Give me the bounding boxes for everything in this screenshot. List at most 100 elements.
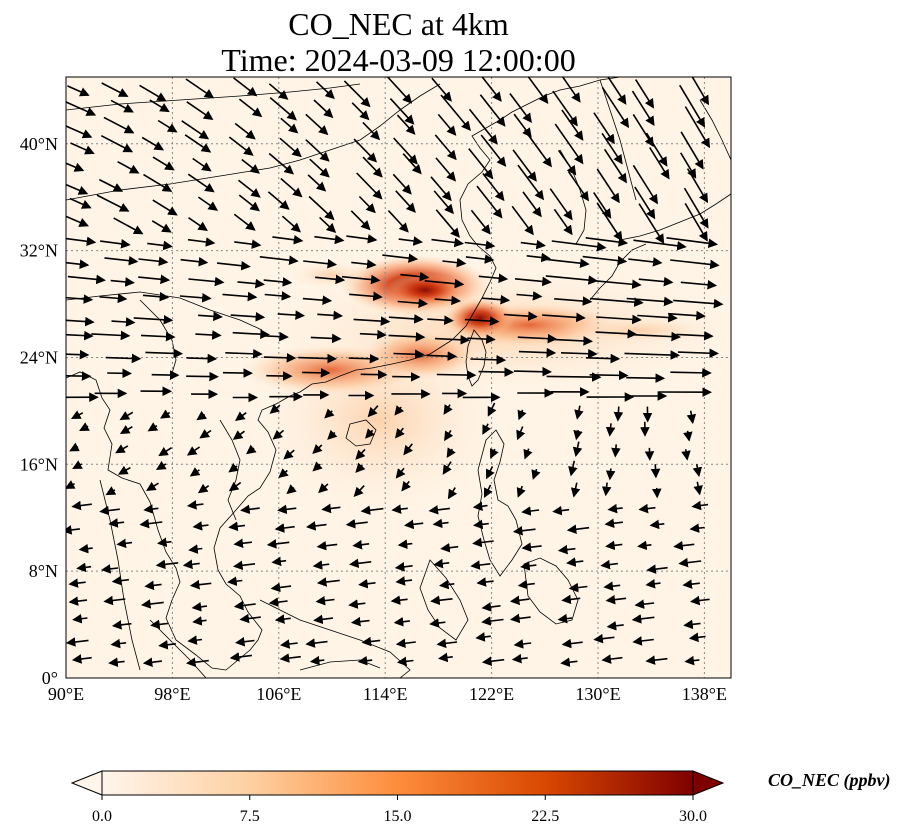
wind-arrow (319, 216, 337, 233)
wind-arrow (321, 503, 341, 514)
wind-arrow (280, 117, 299, 134)
wind-arrow (349, 558, 372, 569)
wind-arrow (668, 310, 706, 321)
wind-arrow (187, 173, 215, 193)
wind-arrow (110, 638, 127, 649)
wind-arrow (283, 449, 295, 460)
wind-arrow (487, 402, 497, 417)
wind-arrow (439, 579, 455, 590)
wind-arrow (601, 132, 623, 165)
wind-arrow (111, 575, 129, 586)
wind-arrow (517, 409, 527, 421)
wind-arrow (155, 460, 167, 471)
wind-arrow (199, 429, 212, 439)
wind-arrow (119, 425, 133, 435)
wind-arrow (517, 164, 545, 201)
wind-arrow (429, 618, 446, 628)
wind-arrow (355, 462, 366, 473)
wind-arrow (589, 370, 629, 381)
wind-arrow (605, 468, 616, 481)
wind-arrow (566, 524, 590, 535)
wind-arrow (152, 156, 175, 171)
wind-arrow (312, 443, 323, 454)
wind-arrow (553, 208, 573, 236)
wind-arrow (447, 487, 458, 500)
wind-arrow (277, 310, 305, 320)
wind-arrow (270, 582, 292, 593)
wind-arrow (227, 576, 243, 586)
wind-arrow (391, 504, 408, 514)
wind-arrow (402, 153, 422, 175)
wind-arrow (590, 279, 642, 290)
wind-arrow (601, 482, 612, 497)
wind-arrow (286, 484, 297, 495)
wind-arrow (111, 317, 136, 327)
wind-arrow (683, 430, 693, 442)
colorbar-label: CO_NEC (ppbv) (768, 770, 891, 790)
wind-arrow (241, 158, 260, 174)
wind-arrow (388, 314, 424, 324)
wind-arrow (522, 191, 542, 218)
wind-arrow (186, 657, 209, 667)
latitude-ticks: 0° 8°N 16°N 24°N 32°N 40°N (20, 134, 58, 688)
map-time-subtitle: Time: 2024-03-09 12:00:00 (221, 42, 576, 78)
wind-arrow (691, 500, 709, 511)
wind-arrow (434, 134, 457, 161)
wind-arrow (509, 595, 530, 606)
wind-arrow (645, 579, 661, 589)
wind-arrow (650, 464, 661, 479)
wind-arrow (596, 202, 623, 242)
wind-arrow (66, 316, 95, 327)
wind-arrow (526, 252, 551, 263)
wind-arrow (603, 581, 621, 591)
wind-arrow (66, 101, 97, 116)
wind-arrow (684, 202, 708, 242)
wind-arrow (71, 500, 92, 511)
wind-arrow (69, 442, 80, 452)
lon-tick-label: 114°E (363, 684, 408, 704)
wind-arrow (635, 79, 655, 109)
wind-arrow (108, 657, 125, 667)
wind-arrow (67, 274, 106, 285)
wind-arrow (110, 99, 134, 113)
wind-arrow (397, 539, 413, 549)
wind-arrow (186, 446, 201, 456)
wind-arrow (593, 633, 615, 644)
wind-arrow (561, 638, 583, 649)
wind-arrow (561, 109, 584, 141)
wind-arrow (512, 525, 536, 536)
wind-arrow (158, 446, 173, 457)
wind-arrow (150, 619, 168, 630)
wind-arrow (346, 234, 378, 244)
wind-arrow (566, 557, 584, 567)
wind-arrow (113, 217, 144, 235)
wind-arrow (235, 411, 247, 422)
wind-arrow (105, 353, 142, 364)
wind-arrow (144, 580, 162, 591)
wind-arrow (518, 347, 557, 358)
map-title: CO_NEC at 4km (288, 6, 509, 42)
wind-arrow (96, 194, 130, 212)
wind-arrow (185, 78, 215, 99)
wind-arrow (398, 236, 423, 246)
wind-arrow (444, 429, 454, 442)
wind-arrow (428, 505, 450, 515)
wind-arrow (316, 540, 338, 551)
wind-arrow (228, 481, 242, 492)
wind-arrow (362, 121, 381, 141)
wind-arrow (234, 122, 256, 140)
wind-arrow (568, 582, 588, 593)
wind-arrow (140, 331, 176, 342)
wind-arrow (327, 429, 338, 440)
wind-arrow (434, 295, 461, 306)
wind-arrow (670, 259, 720, 270)
wind-arrow (361, 636, 381, 647)
wind-arrow (324, 408, 335, 419)
wind-arrow (573, 429, 583, 441)
wind-arrow (397, 298, 429, 308)
wind-arrow (670, 368, 712, 378)
wind-arrow (607, 503, 623, 514)
wind-arrow (393, 349, 425, 360)
wind-arrow (523, 448, 533, 460)
wind-arrow (305, 638, 328, 648)
